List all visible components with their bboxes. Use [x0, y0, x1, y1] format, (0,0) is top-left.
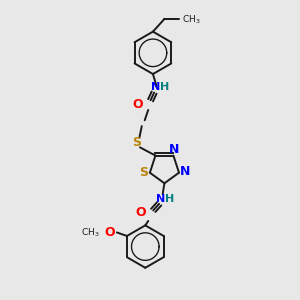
Text: O: O — [135, 206, 146, 219]
Text: O: O — [105, 226, 116, 239]
Text: N: N — [169, 143, 179, 156]
Text: S: S — [132, 136, 141, 149]
Text: H: H — [160, 82, 169, 92]
Text: N: N — [156, 194, 165, 204]
Text: $\mathregular{CH_3}$: $\mathregular{CH_3}$ — [182, 13, 200, 26]
Text: N: N — [180, 165, 191, 178]
Text: O: O — [133, 98, 143, 111]
Text: H: H — [165, 194, 175, 204]
Text: N: N — [151, 82, 160, 92]
Text: $\mathregular{CH_3}$: $\mathregular{CH_3}$ — [81, 226, 99, 239]
Text: S: S — [139, 166, 148, 179]
